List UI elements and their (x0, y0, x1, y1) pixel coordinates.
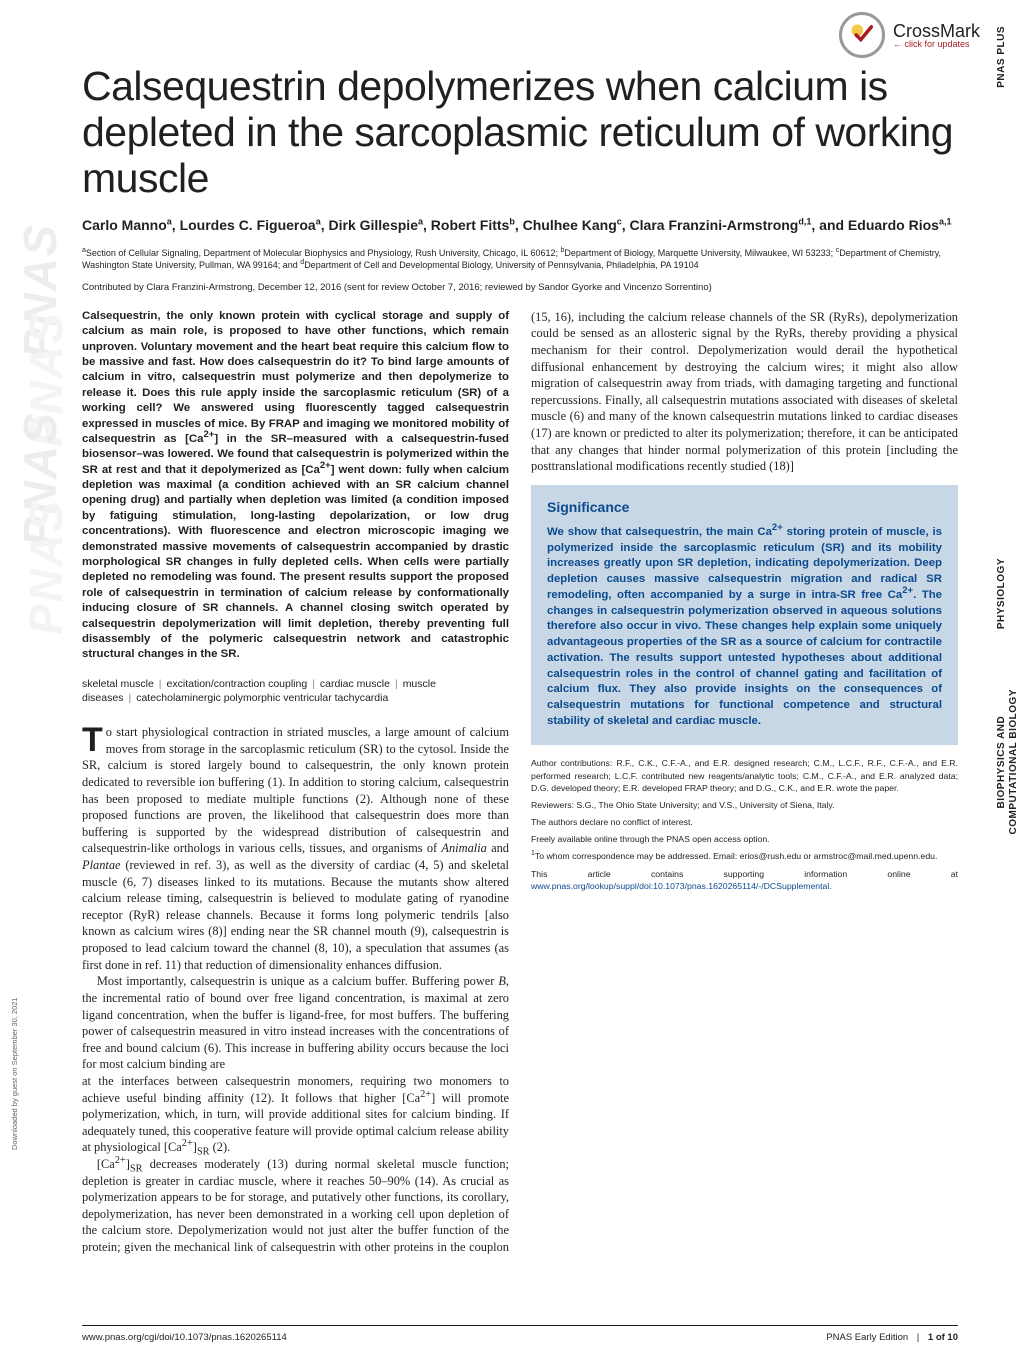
side-section-tabs: PNAS PLUS PHYSIOLOGY BIOPHYSICS AND COMP… (992, 20, 1020, 840)
significance-box: Significance We show that calsequestrin,… (531, 485, 958, 746)
side-tab-pnas-plus: PNAS PLUS (992, 20, 1020, 94)
side-tab-bio-line1: BIOPHYSICS AND (996, 715, 1007, 808)
article-notes: Author contributions: R.F., C.K., C.F.-A… (531, 757, 958, 892)
body-paragraph: Most importantly, calsequestrin is uniqu… (82, 973, 509, 1073)
download-note: Downloaded by guest on September 30, 202… (10, 997, 19, 1150)
pnas-watermark: PNAS PNAS PNAS PNAS (8, 300, 72, 1100)
side-tab-bio-line2: COMPUTATIONAL BIOLOGY (1008, 689, 1019, 835)
keyword: cardiac muscle (320, 678, 390, 690)
body-paragraph: To start physiological contraction in st… (82, 724, 509, 973)
article-title: Calsequestrin depolymerizes when calcium… (82, 64, 958, 202)
keyword: excitation/contraction coupling (167, 678, 308, 690)
side-tab-biophysics: BIOPHYSICS AND COMPUTATIONAL BIOLOGY (992, 683, 1020, 841)
keyword: skeletal muscle (82, 678, 154, 690)
footer-doi: www.pnas.org/cgi/doi/10.1073/pnas.162026… (82, 1332, 287, 1343)
open-access: Freely available online through the PNAS… (531, 833, 958, 845)
page-footer: www.pnas.org/cgi/doi/10.1073/pnas.162026… (82, 1325, 958, 1343)
footer-pagination: PNAS Early Edition | 1 of 10 (826, 1332, 958, 1343)
keywords: skeletal muscle|excitation/contraction c… (82, 677, 509, 706)
abstract: Calsequestrin, the only known protein wi… (82, 309, 509, 663)
significance-heading: Significance (547, 499, 942, 515)
page-content: Calsequestrin depolymerizes when calcium… (82, 0, 958, 1365)
contributed-line: Contributed by Clara Franzini-Armstrong,… (82, 282, 958, 293)
correspondence: 1To whom correspondence may be addressed… (531, 850, 958, 862)
reviewers: Reviewers: S.G., The Ohio State Universi… (531, 799, 958, 811)
body-paragraph: at the interfaces between calsequestrin … (82, 1073, 509, 1156)
author-contributions: Author contributions: R.F., C.K., C.F.-A… (531, 757, 958, 794)
conflict-statement: The authors declare no conflict of inter… (531, 816, 958, 828)
supporting-information: This article contains supporting informa… (531, 868, 958, 892)
significance-body: We show that calsequestrin, the main Ca2… (547, 525, 942, 730)
watermark-word: PNAS (19, 571, 73, 635)
two-column-body: Calsequestrin, the only known protein wi… (82, 309, 958, 1269)
author-list: Carlo Mannoa, Lourdes C. Figueroaa, Dirk… (82, 216, 958, 235)
keyword: catecholaminergic polymorphic ventricula… (136, 692, 388, 704)
affiliations: aSection of Cellular Signaling, Departme… (82, 247, 958, 272)
side-tab-physiology: PHYSIOLOGY (992, 552, 1020, 635)
